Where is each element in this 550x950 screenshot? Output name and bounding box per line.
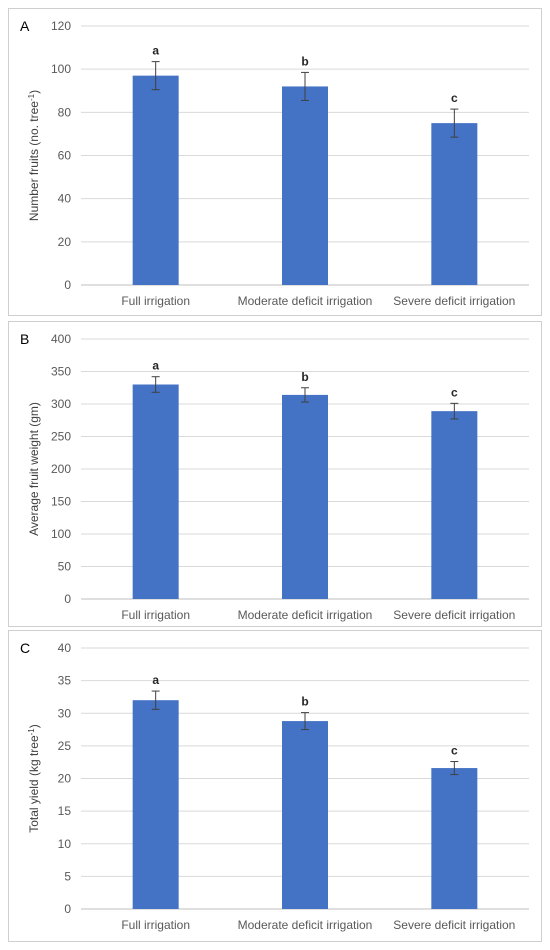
y-axis-title-a: Number fruits (no. tree-1) (27, 90, 42, 221)
panel-letter-a: A (20, 18, 30, 34)
y-tick-label-c: 30 (58, 706, 72, 720)
bar-c-2 (282, 721, 328, 909)
bar-a-3 (431, 123, 478, 285)
error-bar-a-2 (301, 71, 309, 101)
error-bar-b-1 (151, 376, 160, 393)
y-tick-label-a: 20 (58, 235, 72, 249)
y-axis-title-text-a: Number fruits (no. tree (27, 101, 41, 221)
y-tick-label-a: 80 (58, 105, 72, 119)
y-tick-label-b: 400 (51, 332, 71, 346)
y-tick-label-b: 0 (64, 592, 71, 606)
y-axis-title-close-c: ) (27, 724, 41, 728)
y-tick-label-a: 60 (58, 149, 72, 163)
chart-panel-b: B 0 50 100 150 200 250 300 350 400 Average fruit w… (8, 321, 542, 627)
category-label-c-2: Moderate deficit irrigation (238, 918, 373, 932)
category-label-c-1: Full irrigation (121, 918, 190, 932)
category-label-a-3: Severe deficit irrigation (393, 294, 515, 308)
chart-panel-a: A 0 20 40 60 80 100 120 Number fruits (no. tree-… (8, 8, 542, 316)
y-tick-label-b: 50 (58, 560, 72, 574)
error-bar-c-2 (301, 712, 309, 731)
bar-b-2 (282, 394, 328, 599)
panel-letter-b: B (20, 331, 29, 347)
bar-a-2 (282, 86, 328, 285)
bar-b-3 (431, 411, 478, 599)
y-axis-title-sup-a: -1 (27, 93, 36, 101)
y-tick-label-b: 300 (51, 397, 71, 411)
y-tick-label-b: 200 (51, 462, 71, 476)
y-tick-label-a: 120 (51, 19, 71, 33)
significance-label-b-3: c (451, 385, 458, 399)
category-label-b-2: Moderate deficit irrigation (238, 608, 373, 622)
y-axis-title-b: Average fruit weight (gm) (27, 402, 41, 536)
chart-panel-c: C 0 5 10 15 20 25 30 35 40 Total yield (kg tree-1)… (8, 630, 542, 942)
y-tick-label-b: 150 (51, 495, 71, 509)
y-axis-title-text-c: Total yield (kg tree (27, 735, 41, 833)
y-tick-label-b: 100 (51, 527, 71, 541)
y-tick-label-b: 350 (51, 365, 71, 379)
bar-c-3 (431, 768, 478, 909)
bar-c-1 (132, 700, 179, 909)
bar-a-1 (132, 75, 179, 286)
chart-b-svg: B 0 50 100 150 200 250 300 350 400 Average fruit w… (20, 331, 529, 622)
category-label-a-1: Full irrigation (121, 294, 190, 308)
error-bar-a-1 (151, 61, 160, 91)
significance-label-a-1: a (152, 44, 159, 58)
y-tick-label-c: 5 (64, 869, 71, 883)
significance-label-b-2: b (301, 370, 308, 384)
chart-c-svg: C 0 5 10 15 20 25 30 35 40 Total yield (kg tree-1)… (20, 640, 529, 932)
y-tick-label-b: 250 (51, 430, 71, 444)
y-tick-label-c: 20 (58, 772, 72, 786)
significance-label-a-2: b (301, 54, 308, 68)
y-axis-title-text-b: Average fruit weight (gm) (27, 402, 41, 536)
error-bar-b-2 (301, 387, 309, 403)
error-bar-b-3 (450, 402, 459, 420)
category-label-b-3: Severe deficit irrigation (393, 608, 515, 622)
significance-label-c-2: b (301, 695, 308, 709)
y-tick-label-c: 35 (58, 674, 72, 688)
bar-b-1 (132, 384, 179, 599)
y-tick-label-c: 40 (58, 641, 72, 655)
panel-letter-c: C (20, 640, 30, 656)
y-axis-title-close-a: ) (27, 90, 41, 94)
y-axis-title-c: Total yield (kg tree-1) (27, 724, 42, 833)
category-label-b-1: Full irrigation (121, 608, 190, 622)
error-bar-a-3 (450, 108, 459, 138)
significance-label-b-1: a (152, 359, 159, 373)
significance-label-c-3: c (451, 744, 458, 758)
category-label-c-3: Severe deficit irrigation (393, 918, 515, 932)
y-tick-label-a: 40 (58, 192, 72, 206)
error-bar-c-3 (450, 761, 459, 776)
y-tick-label-a: 100 (51, 62, 71, 76)
y-tick-label-a: 0 (64, 278, 71, 292)
significance-label-a-3: c (451, 91, 458, 105)
y-axis-title-sup-c: -1 (27, 728, 36, 736)
error-bar-c-1 (151, 690, 160, 710)
category-label-a-2: Moderate deficit irrigation (238, 294, 373, 308)
significance-label-c-1: a (152, 673, 159, 687)
y-tick-label-c: 0 (64, 902, 71, 916)
y-tick-label-c: 15 (58, 804, 72, 818)
y-tick-label-c: 10 (58, 837, 72, 851)
y-tick-label-c: 25 (58, 739, 72, 753)
chart-a-svg: A 0 20 40 60 80 100 120 Number fruits (no. tree-… (20, 18, 529, 308)
